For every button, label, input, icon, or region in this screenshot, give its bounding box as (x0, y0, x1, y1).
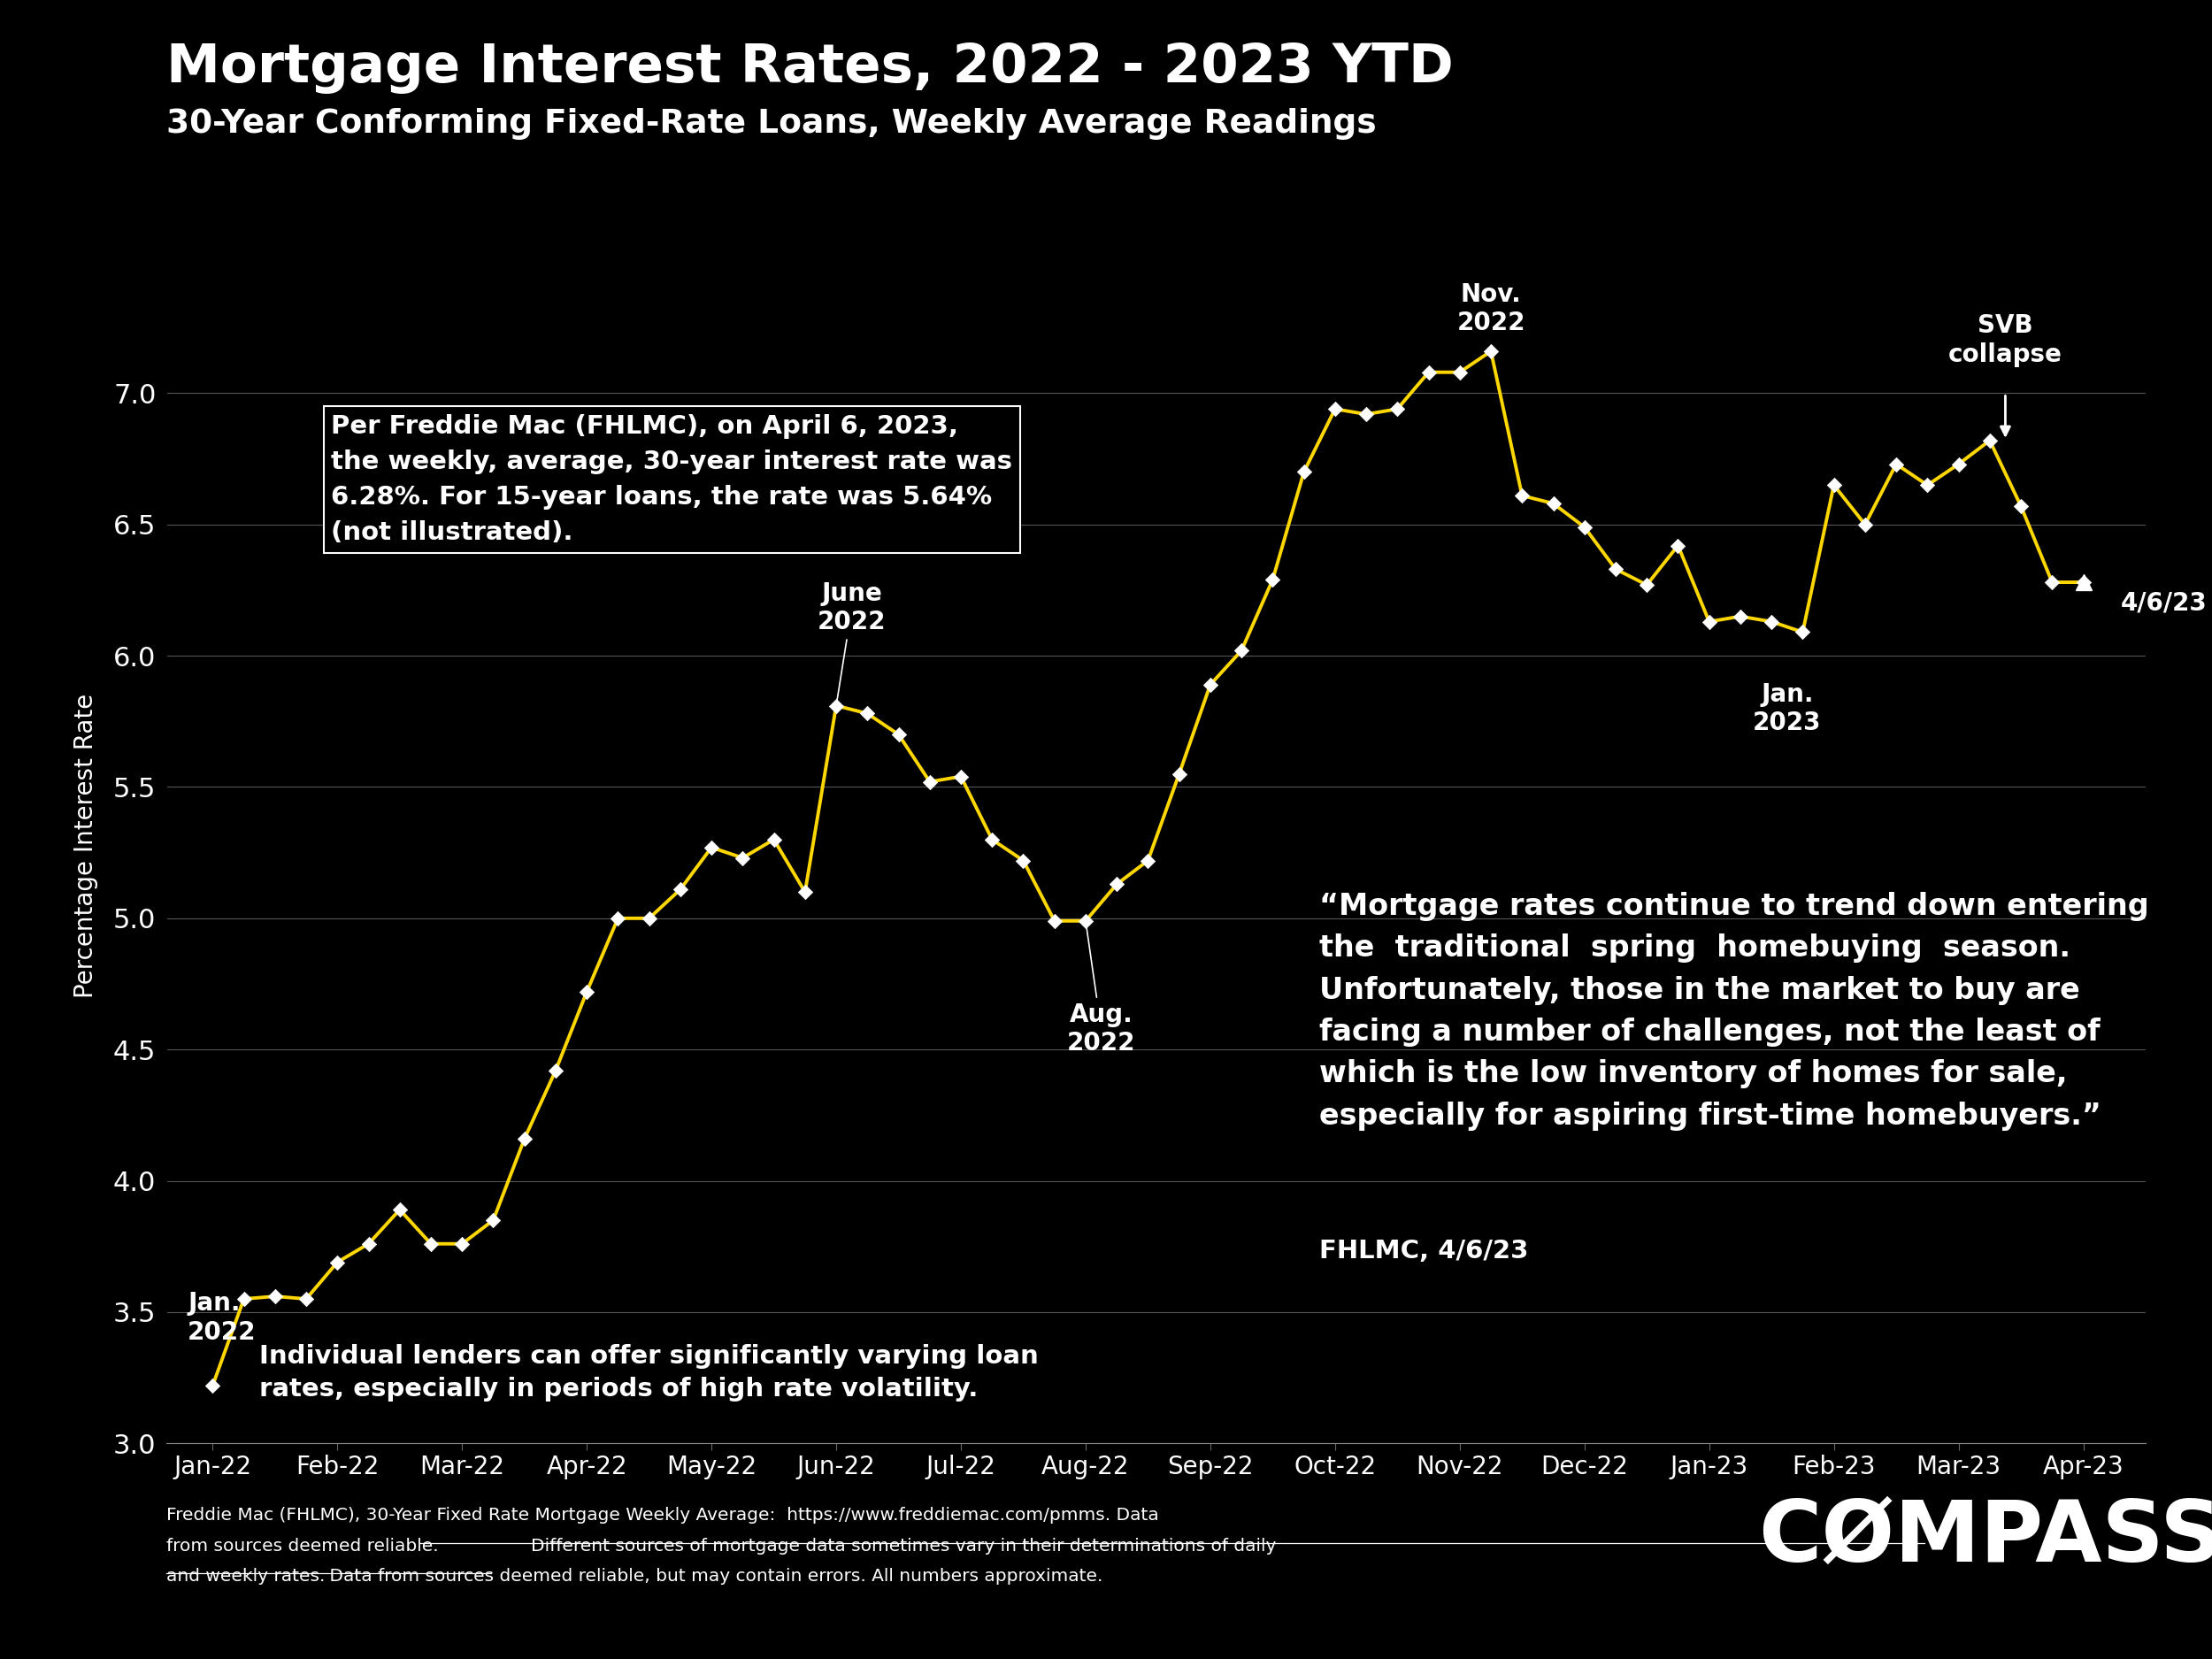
Point (1037, 907, 1073, 934)
Point (1223, 637, 1259, 664)
Point (288, 1286, 323, 1312)
Point (1349, 401, 1385, 428)
Point (414, 1231, 449, 1258)
Point (1692, 609, 1728, 635)
Text: June
2022: June 2022 (818, 581, 887, 703)
Text: Mortgage Interest Rates, 2022 - 2023 YTD: Mortgage Interest Rates, 2022 - 2023 YTD (166, 41, 1453, 93)
Point (1006, 848, 1042, 874)
Point (695, 834, 730, 861)
Point (880, 722, 916, 748)
Text: Jan.
2023: Jan. 2023 (1752, 682, 1820, 735)
Text: from sources deemed reliable.: from sources deemed reliable. (166, 1538, 445, 1554)
Text: Jan.
2022: Jan. 2022 (188, 1291, 257, 1344)
Text: FHLMC, 4/6/23: FHLMC, 4/6/23 (1318, 1239, 1528, 1264)
Point (321, 1249, 356, 1276)
Text: 30-Year Conforming Fixed-Rate Loans, Weekly Average Readings: 30-Year Conforming Fixed-Rate Loans, Wee… (166, 108, 1376, 139)
Text: Data from sources deemed reliable, but may contain errors. All numbers approxima: Data from sources deemed reliable, but m… (323, 1568, 1104, 1584)
Point (757, 826, 792, 853)
Point (1318, 397, 1354, 423)
Point (1473, 338, 1509, 365)
Point (599, 906, 635, 932)
Point (1068, 907, 1104, 934)
Text: “Mortgage rates continue to trend down entering
the  traditional  spring  homebu: “Mortgage rates continue to trend down e… (1318, 893, 2150, 1130)
Point (1847, 511, 1882, 538)
Point (1909, 471, 1944, 498)
Text: Nov.
2022: Nov. 2022 (1458, 282, 1526, 335)
Text: Aug.
2022: Aug. 2022 (1066, 924, 1135, 1055)
Point (2035, 569, 2070, 596)
Point (849, 700, 885, 727)
Point (445, 1231, 480, 1258)
Text: CØMPASS: CØMPASS (1759, 1496, 2212, 1579)
Point (226, 1286, 261, 1312)
Point (1285, 460, 1321, 486)
Point (787, 879, 823, 906)
Point (1099, 871, 1135, 898)
Text: Individual lenders can offer significantly varying loan
rates, especially in per: Individual lenders can offer significant… (259, 1344, 1040, 1402)
Text: SVB
collapse: SVB collapse (1949, 314, 2062, 367)
Point (1878, 451, 1913, 478)
Point (942, 763, 978, 790)
Point (1535, 489, 1571, 516)
Point (911, 768, 947, 795)
Point (1566, 514, 1601, 541)
Point (1940, 451, 1975, 478)
Point (1661, 533, 1697, 559)
Point (975, 826, 1011, 853)
Y-axis label: Percentage Interest Rate: Percentage Interest Rate (73, 693, 97, 999)
Text: and weekly rates.: and weekly rates. (166, 1568, 325, 1584)
Point (1973, 428, 2008, 455)
Point (507, 1125, 542, 1151)
Point (664, 876, 699, 902)
Point (1161, 760, 1197, 786)
Point (352, 1231, 387, 1258)
Point (2004, 493, 2039, 519)
Point (726, 844, 761, 871)
Point (476, 1206, 511, 1233)
Point (818, 692, 854, 718)
Point (257, 1282, 292, 1309)
Point (1192, 672, 1228, 698)
Point (538, 1057, 573, 1083)
Point (1816, 471, 1851, 498)
Point (1380, 397, 1416, 423)
Text: Freddie Mac (FHLMC), 30-Year Fixed Rate Mortgage Weekly Average:  https://www.fr: Freddie Mac (FHLMC), 30-Year Fixed Rate … (166, 1506, 1159, 1523)
Point (1130, 848, 1166, 874)
Point (383, 1196, 418, 1223)
Point (1628, 572, 1663, 599)
Point (1254, 566, 1290, 592)
Point (630, 906, 666, 932)
Point (1597, 556, 1632, 582)
Point (568, 979, 604, 1005)
Point (1754, 609, 1790, 635)
Point (1504, 483, 1540, 509)
Point (1723, 604, 1759, 630)
Text: Per Freddie Mac (FHLMC), on April 6, 2023,
the weekly, average, 30-year interest: Per Freddie Mac (FHLMC), on April 6, 202… (332, 415, 1013, 546)
Text: 4/6/23: 4/6/23 (2121, 591, 2208, 615)
Text: Different sources of mortgage data sometimes vary in their determinations of dai: Different sources of mortgage data somet… (531, 1538, 1276, 1554)
Point (1411, 358, 1447, 385)
Point (1442, 358, 1478, 385)
Point (1785, 619, 1820, 645)
Point (195, 1372, 230, 1399)
Point (2066, 569, 2101, 596)
